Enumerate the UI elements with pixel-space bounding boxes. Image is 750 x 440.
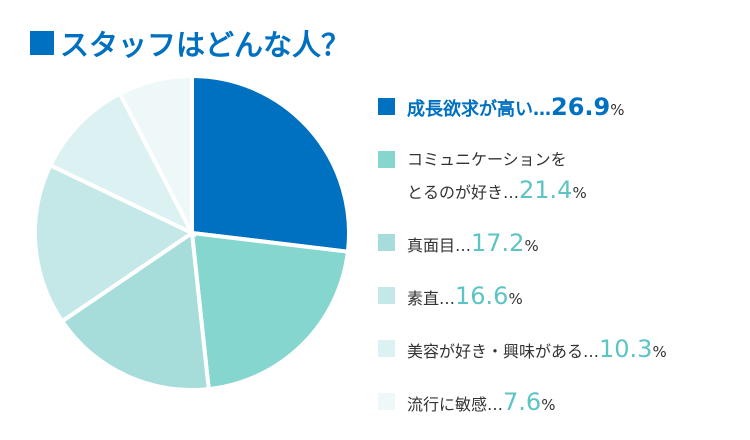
legend-item: 素直…16.6%	[378, 281, 738, 314]
value-unit: %	[610, 101, 625, 119]
title-block: スタッフはどんな人？	[30, 22, 350, 64]
value-label: 21.4	[519, 176, 573, 204]
legend-text: 美容が好き・興味がある…10.3%	[407, 334, 667, 367]
legend-swatch	[378, 98, 395, 115]
value-label: 7.6	[503, 388, 542, 416]
value-label: 26.9	[551, 93, 611, 121]
legend-text: 素直…16.6%	[407, 281, 523, 314]
legend-label: 流行に敏感…	[407, 395, 504, 414]
chart	[33, 73, 351, 392]
value-unit: %	[652, 343, 667, 361]
legend-label: コミュニケーションを とるのが好き…	[407, 150, 567, 202]
value-unit: %	[524, 237, 539, 255]
legend-text: 真面目…17.2%	[407, 228, 539, 261]
legend-text: コミュニケーションを とるのが好き…21.4%	[407, 145, 587, 208]
legend-swatch	[378, 287, 395, 304]
value-label: 17.2	[471, 229, 525, 257]
value-unit: %	[541, 396, 556, 414]
legend-label: 成長欲求が高い…	[407, 99, 551, 120]
legend-item: コミュニケーションを とるのが好き…21.4%	[378, 145, 738, 208]
value-label: 16.6	[455, 282, 509, 310]
title-square	[30, 31, 54, 55]
legend-item: 流行に敏感…7.6%	[378, 387, 738, 420]
legend-swatch	[378, 151, 395, 168]
pie-slice	[189, 230, 351, 392]
pie-slice	[47, 90, 197, 238]
legend-swatch	[378, 393, 395, 410]
pie-slice	[33, 162, 197, 325]
legend-label: 真面目…	[407, 236, 472, 255]
legend-text: 成長欲求が高い…26.9%	[407, 92, 624, 125]
value-unit: %	[508, 290, 523, 308]
legend-text: 流行に敏感…7.6%	[407, 387, 555, 420]
value-label: 10.3	[599, 335, 653, 363]
legend: 成長欲求が高い…26.9% コミュニケーションを とるのが好き…21.4% 真面目……	[378, 92, 738, 440]
legend-swatch	[378, 234, 395, 251]
legend-swatch	[378, 340, 395, 357]
pie-slice	[59, 229, 211, 392]
legend-item: 美容が好き・興味がある…10.3%	[378, 334, 738, 367]
chart-title: スタッフはどんな人？	[60, 28, 351, 62]
value-unit: %	[572, 184, 587, 202]
legend-label: 美容が好き・興味がある…	[407, 342, 600, 361]
pie-slice	[190, 73, 351, 254]
legend-item: 真面目…17.2%	[378, 228, 738, 261]
legend-label: 素直…	[407, 289, 456, 308]
pie-slice	[117, 73, 194, 234]
legend-item: 成長欲求が高い…26.9%	[378, 92, 738, 125]
